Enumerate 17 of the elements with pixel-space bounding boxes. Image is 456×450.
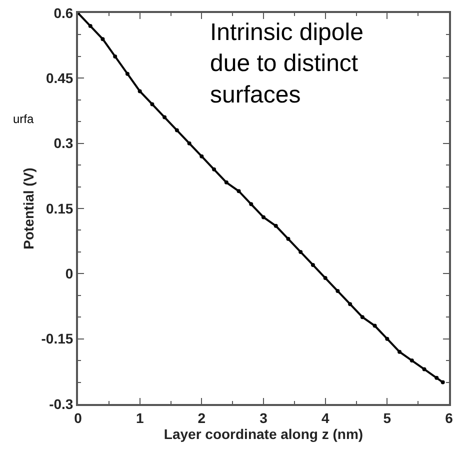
y-axis-title: Potential (V) <box>20 168 36 250</box>
y-tick-label: 0.15 <box>46 200 74 216</box>
x-tick-label: 6 <box>445 410 454 426</box>
y-tick-label: 0.45 <box>46 70 74 86</box>
y-tick-label: -0.15 <box>41 330 74 347</box>
y-tick-label: 0.6 <box>54 4 74 21</box>
text: urfa <box>13 112 34 126</box>
x-tick-label: 1 <box>136 410 144 426</box>
x-tick-label: 4 <box>321 410 330 426</box>
x-tick-label: 3 <box>260 410 268 426</box>
x-axis-title: Layer coordinate along z (nm) <box>164 426 364 442</box>
annotation: Intrinsic dipole due to distinct surfaces <box>210 19 364 108</box>
y-tick-label: 0 <box>65 266 74 282</box>
y-tick-label: -0.3 <box>49 396 74 412</box>
x-tick-label: 2 <box>198 410 206 426</box>
y-tick-label: 0.3 <box>54 135 74 152</box>
x-tick-label: 5 <box>383 410 392 426</box>
